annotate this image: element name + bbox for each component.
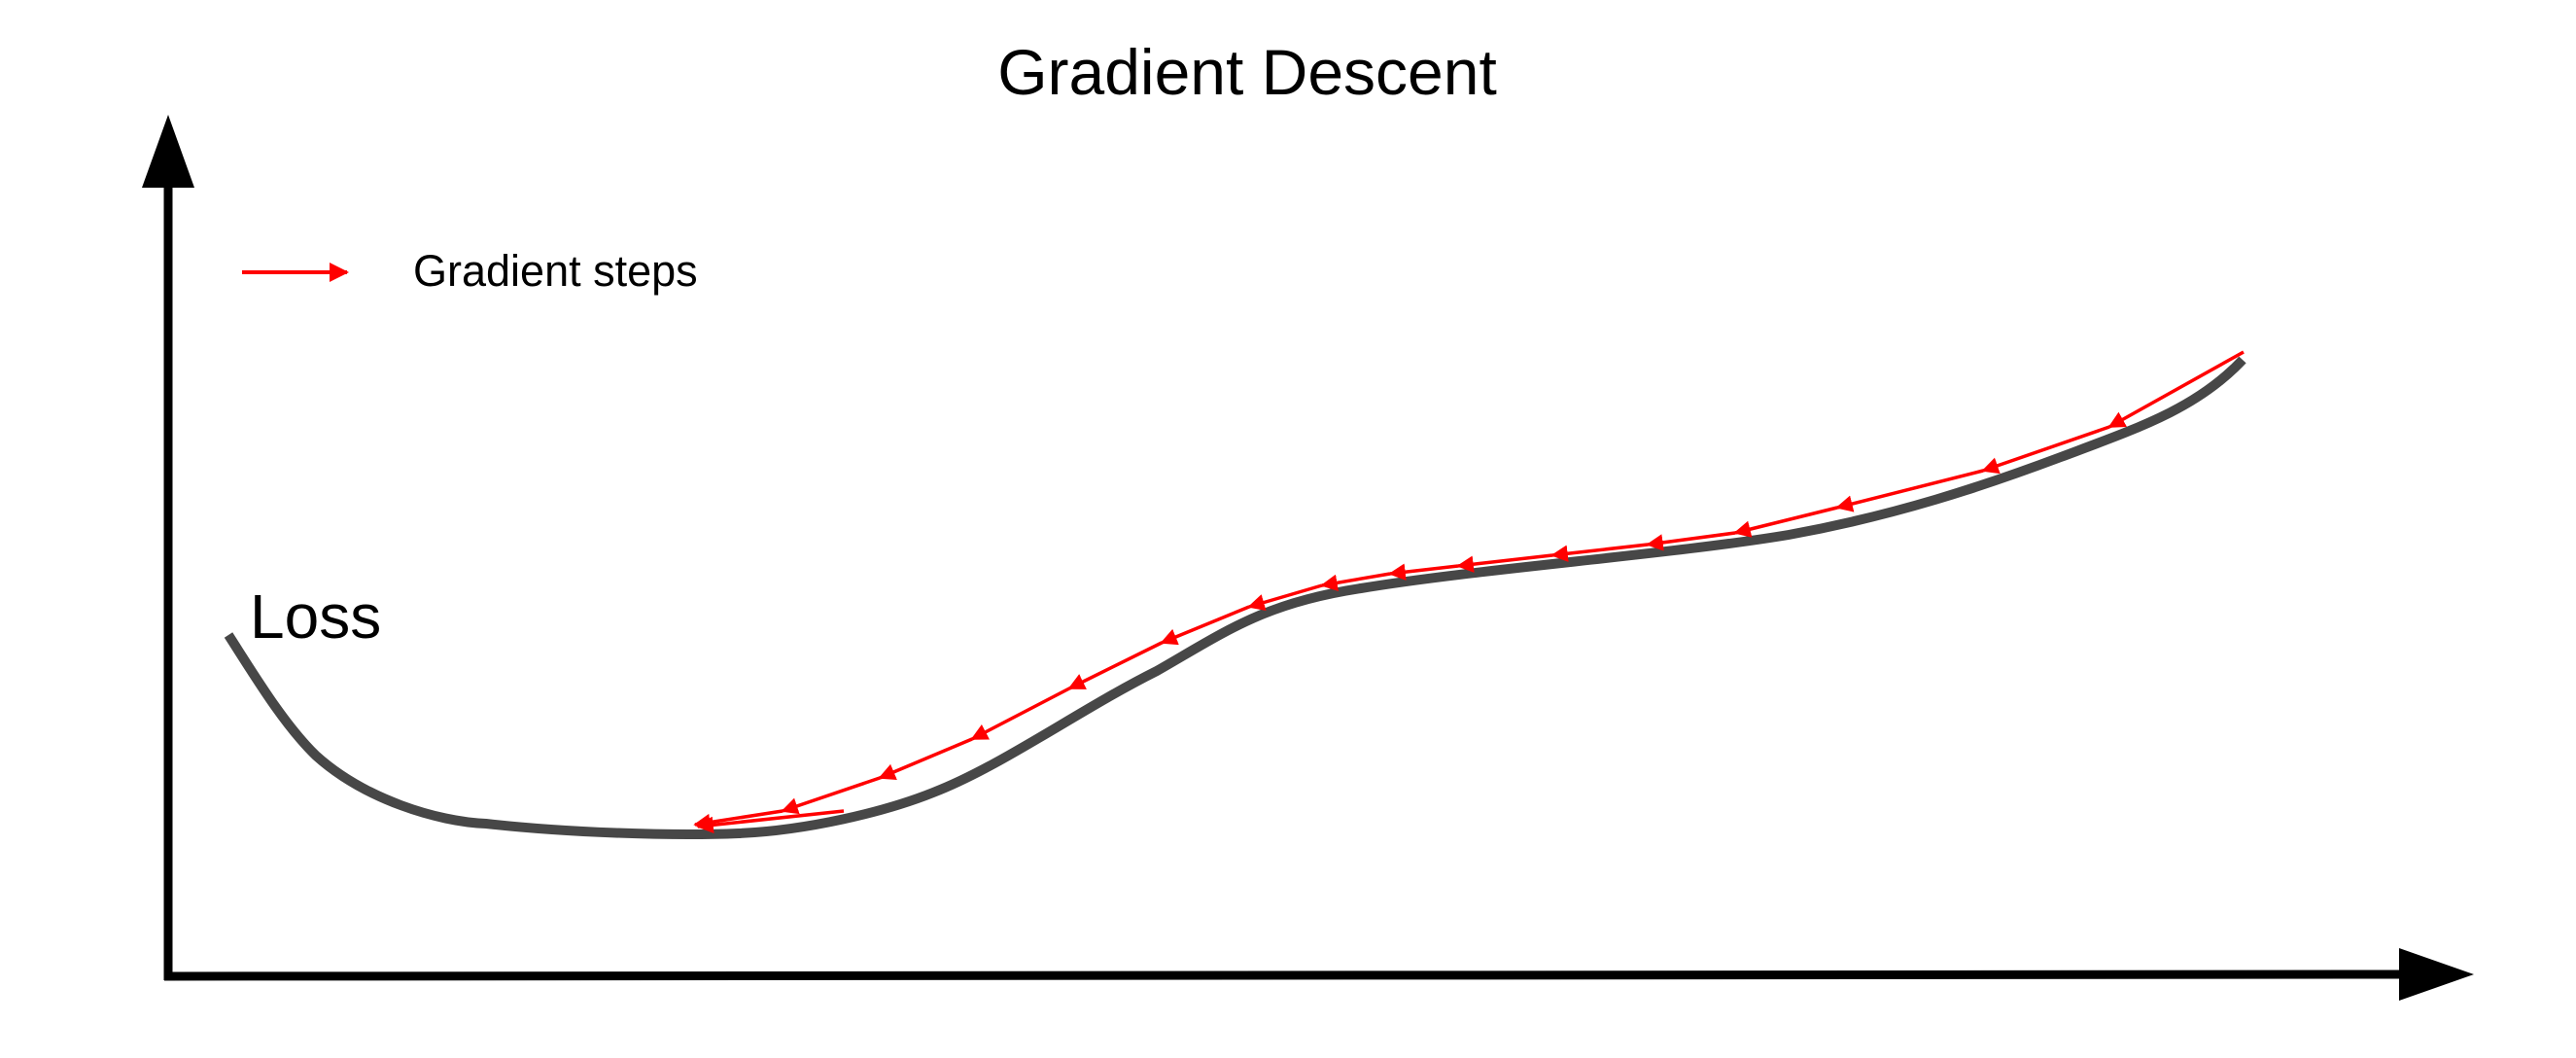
curve-label: Loss — [250, 582, 381, 652]
legend-label: Gradient steps — [413, 246, 698, 296]
gradient-step-arrow — [1247, 583, 1323, 611]
gradient-step-arrow — [1981, 425, 2110, 475]
loss-curve — [224, 356, 2246, 839]
gradient-step-arrow — [970, 687, 1070, 741]
gradient-step-arrow — [2107, 350, 2245, 429]
gradient-step-arrow — [1388, 563, 1459, 581]
gradient-step-arrow — [696, 809, 845, 834]
gradient-step-arrow — [1646, 531, 1736, 551]
gradient-step-arrow — [1550, 543, 1649, 562]
gradient-step-arrow — [878, 737, 973, 780]
gradient-step-arrow — [1160, 605, 1250, 646]
gradient-step-arrow — [1320, 572, 1391, 591]
x-axis-arrowhead — [2399, 948, 2474, 1001]
gradient-step-arrow — [1835, 469, 1984, 512]
diagram-title: Gradient Descent — [997, 36, 1497, 108]
gradient-step-arrow — [1067, 641, 1163, 690]
gradient-steps — [693, 350, 2245, 834]
gradient-step-arrow — [781, 776, 881, 815]
legend: Gradient steps — [242, 246, 698, 296]
y-axis-arrowhead — [142, 115, 194, 188]
gradient-step-arrow — [1733, 506, 1838, 538]
gradient-step-arrow — [1456, 553, 1553, 573]
x-axis — [163, 970, 2404, 981]
